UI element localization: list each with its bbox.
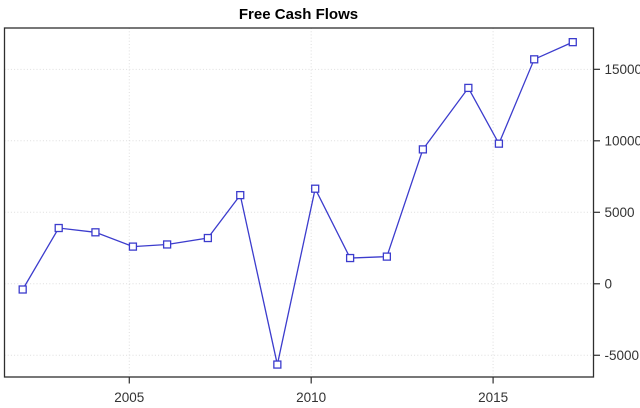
data-point [418, 145, 428, 154]
data-point [568, 38, 577, 47]
x-tick-label: 2010 [296, 390, 326, 405]
data-point [91, 228, 100, 237]
data-point [273, 360, 282, 369]
plot-frame [3, 27, 595, 378]
data-line [22, 41, 574, 365]
data-point [382, 252, 392, 261]
data-point [54, 223, 63, 233]
y-tick-label: 15000 [605, 62, 640, 77]
data-point [311, 184, 320, 193]
y-tick-label: 5000 [605, 205, 635, 220]
data-point [162, 240, 172, 249]
data-point [345, 253, 355, 263]
y-tick-label: -5000 [605, 348, 640, 363]
data-points [18, 38, 577, 369]
axis-ticks [128, 68, 600, 384]
data-point [530, 55, 539, 64]
data-point [494, 139, 504, 148]
data-point [236, 190, 245, 200]
x-tick-label: 2015 [478, 390, 508, 405]
data-point [464, 83, 473, 93]
gridlines [4, 28, 594, 377]
data-point [128, 242, 138, 251]
x-axis-labels: 2005 2010 2015 [114, 390, 508, 405]
data-point [18, 285, 27, 294]
x-tick-label: 2005 [114, 390, 144, 405]
data-point [203, 233, 213, 243]
chart-title: Free Cash Flows [239, 6, 358, 23]
y-axis-labels: -5000 0 5000 10000 15000 [605, 62, 640, 363]
y-tick-label: 0 [605, 277, 613, 292]
y-tick-label: 10000 [605, 134, 640, 149]
